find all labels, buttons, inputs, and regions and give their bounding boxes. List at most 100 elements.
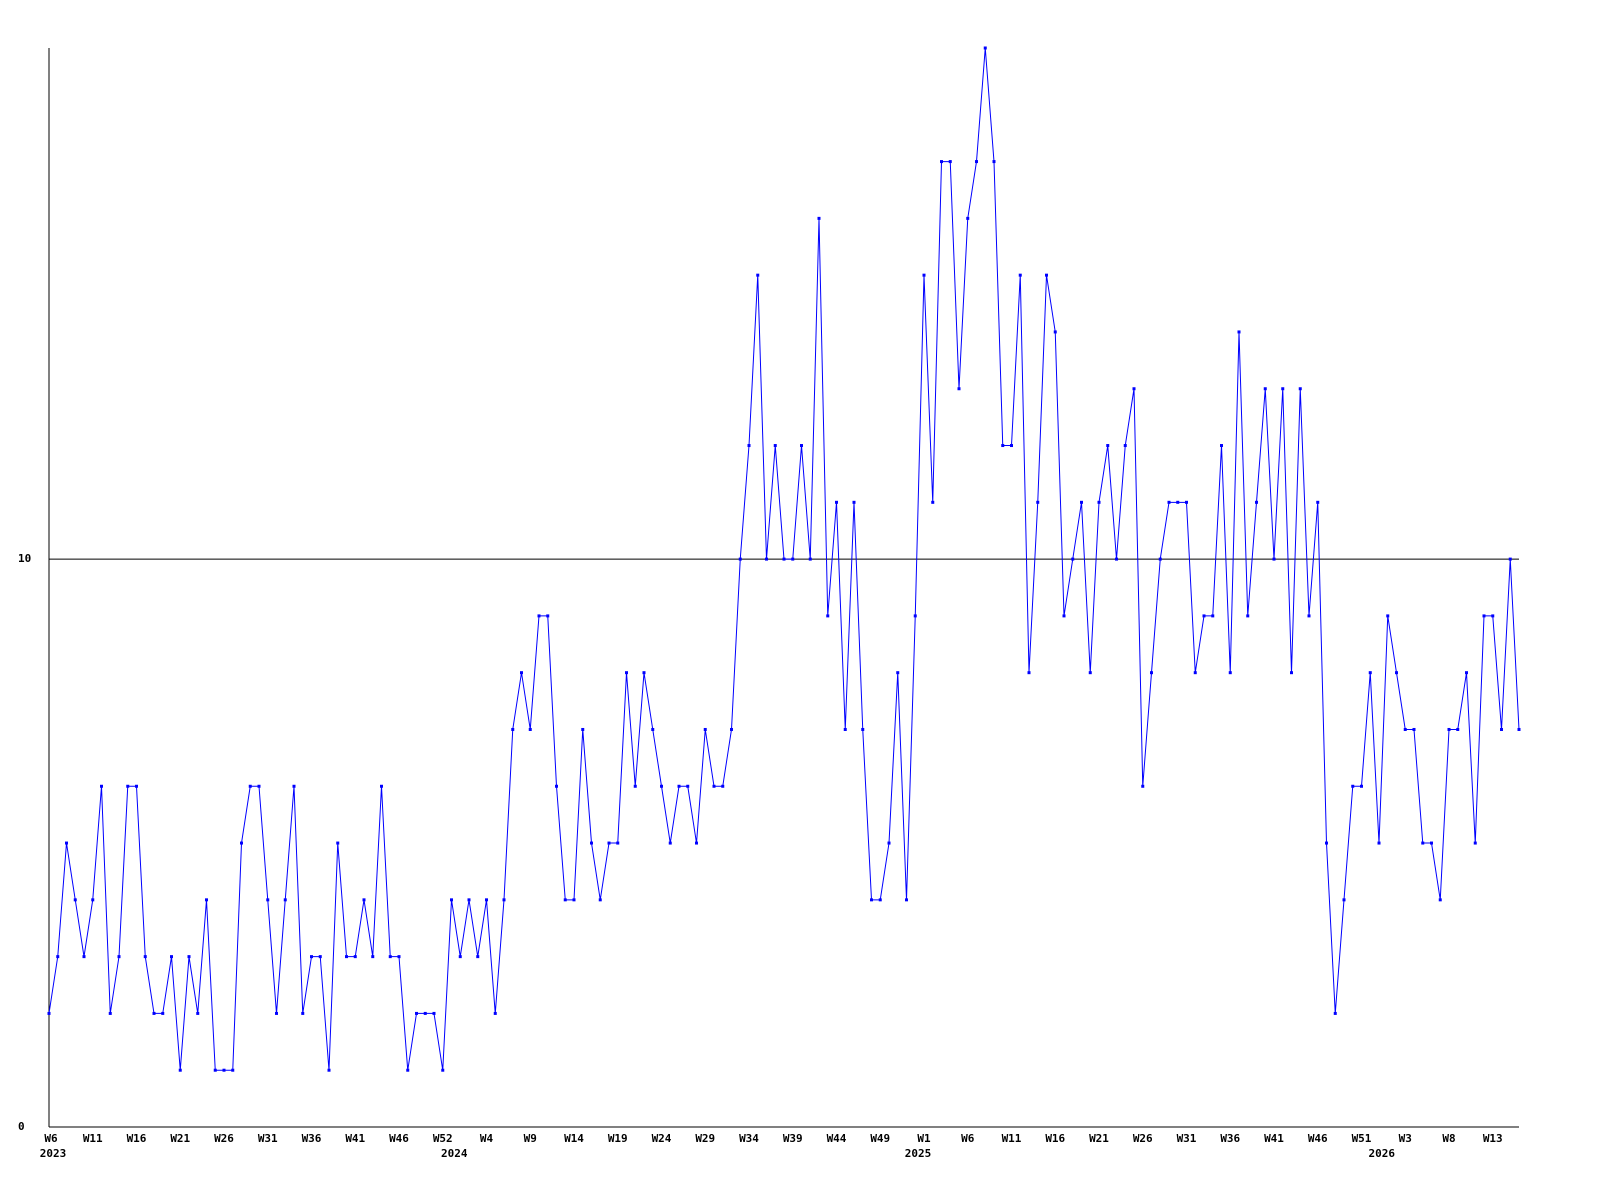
x-group-label: 2025 xyxy=(905,1147,932,1160)
data-point xyxy=(1071,557,1075,561)
data-point xyxy=(948,160,952,164)
data-point xyxy=(476,955,480,959)
data-point xyxy=(327,1068,331,1072)
data-point xyxy=(905,898,908,902)
data-point xyxy=(1255,500,1258,504)
data-point xyxy=(1088,671,1092,675)
data-point xyxy=(248,784,252,788)
x-tick-label: W44 xyxy=(827,1132,847,1145)
x-tick-label: W26 xyxy=(1133,1132,1153,1145)
x-group-label: 2024 xyxy=(441,1147,468,1160)
data-point xyxy=(1377,841,1381,845)
data-point xyxy=(47,1011,51,1015)
x-tick-label: W21 xyxy=(170,1132,190,1145)
y-tick-label: 0 xyxy=(18,1120,25,1133)
data-point xyxy=(957,387,961,391)
data-point xyxy=(1211,614,1215,618)
data-point xyxy=(240,841,243,845)
data-point xyxy=(1150,671,1153,675)
data-point xyxy=(572,898,576,902)
data-point xyxy=(1080,500,1083,504)
data-point xyxy=(1053,330,1057,334)
data-point xyxy=(301,1011,305,1015)
data-point xyxy=(861,727,865,731)
data-point xyxy=(65,841,68,845)
data-point xyxy=(1062,614,1066,618)
x-tick-label: W9 xyxy=(524,1132,537,1145)
data-point xyxy=(756,273,760,277)
data-point xyxy=(100,784,103,788)
data-point xyxy=(205,898,208,902)
data-point xyxy=(152,1011,156,1015)
data-point xyxy=(1167,500,1171,504)
data-point xyxy=(380,784,383,788)
data-point xyxy=(686,784,690,788)
data-point xyxy=(318,955,322,959)
x-tick-label: W21 xyxy=(1089,1132,1109,1145)
data-point xyxy=(213,1068,217,1072)
data-point xyxy=(607,841,611,845)
x-tick-label: W24 xyxy=(652,1132,672,1145)
data-point xyxy=(1246,614,1250,618)
data-point xyxy=(485,898,488,902)
data-point xyxy=(1115,557,1118,561)
data-point xyxy=(1447,727,1451,731)
data-point xyxy=(231,1068,235,1072)
data-point xyxy=(520,671,523,675)
data-point xyxy=(703,727,707,731)
data-point xyxy=(1220,444,1223,448)
data-point xyxy=(633,784,637,788)
data-point xyxy=(450,898,453,902)
data-point xyxy=(82,955,86,959)
data-point xyxy=(1263,387,1267,391)
data-point xyxy=(1202,614,1206,618)
data-point xyxy=(721,784,725,788)
x-tick-label: W31 xyxy=(258,1132,278,1145)
x-group-label: 2023 xyxy=(40,1147,67,1160)
data-point xyxy=(625,671,628,675)
data-point xyxy=(1508,557,1512,561)
data-point xyxy=(1456,727,1460,731)
x-tick-label: W29 xyxy=(695,1132,715,1145)
data-point xyxy=(1412,727,1416,731)
data-point xyxy=(598,898,602,902)
data-point xyxy=(432,1011,436,1015)
x-tick-label: W6 xyxy=(44,1132,58,1145)
data-point xyxy=(458,955,462,959)
data-point xyxy=(896,671,900,675)
data-point xyxy=(1045,273,1048,277)
data-point xyxy=(292,784,296,788)
data-point xyxy=(931,500,935,504)
data-point xyxy=(1106,444,1110,448)
data-point xyxy=(73,898,77,902)
data-point xyxy=(870,898,873,902)
data-point xyxy=(992,160,996,164)
data-point xyxy=(581,727,585,731)
data-point xyxy=(782,557,786,561)
data-point xyxy=(975,160,978,164)
data-point xyxy=(651,727,655,731)
data-point xyxy=(1185,500,1188,504)
data-point xyxy=(397,955,401,959)
data-point xyxy=(1438,898,1442,902)
data-point xyxy=(1132,387,1136,391)
data-point xyxy=(1176,500,1180,504)
data-point xyxy=(677,784,681,788)
data-point xyxy=(406,1068,410,1072)
y-tick-label: 10 xyxy=(18,552,31,565)
data-point xyxy=(1351,784,1355,788)
data-point xyxy=(1018,273,1022,277)
data-point xyxy=(1027,671,1031,675)
data-point xyxy=(222,1068,226,1072)
data-point xyxy=(660,784,663,788)
x-tick-label: W51 xyxy=(1352,1132,1372,1145)
data-point xyxy=(808,557,812,561)
data-point xyxy=(336,841,340,845)
data-point xyxy=(966,216,970,220)
data-point xyxy=(695,841,698,845)
data-point xyxy=(668,841,672,845)
x-tick-label: W6 xyxy=(961,1132,975,1145)
data-point xyxy=(1482,614,1486,618)
data-point xyxy=(537,614,541,618)
data-point xyxy=(878,898,882,902)
